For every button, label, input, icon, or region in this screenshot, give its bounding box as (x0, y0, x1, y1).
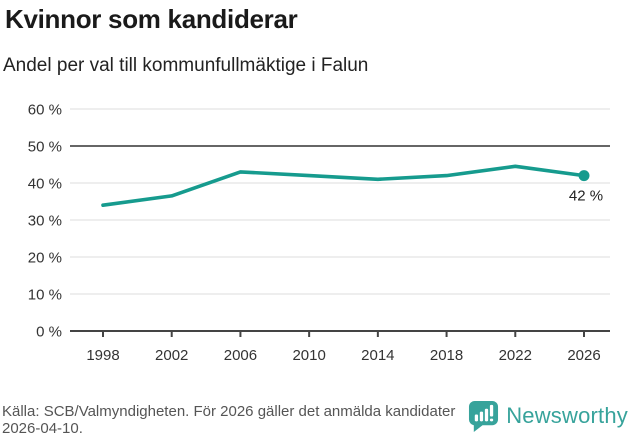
x-tick-label: 1998 (86, 347, 119, 364)
x-tick-label: 2018 (430, 347, 463, 364)
y-tick-label: 20 % (28, 250, 62, 267)
source-note: Källa: SCB/Valmyndigheten. För 2026 gäll… (2, 403, 456, 438)
trend-line (101, 164, 586, 207)
speech-bubble-shape (469, 400, 499, 432)
x-tick-label: 2026 (567, 347, 600, 364)
chart-title: Kvinnor som kandiderar (5, 4, 298, 34)
newsworthy-logo-text: Newsworthy (506, 403, 628, 428)
y-tick-label: 40 % (28, 176, 62, 193)
y-tick-label: 30 % (28, 213, 62, 230)
end-value-label: 42 % (569, 188, 603, 205)
x-tick-label: 2002 (155, 347, 188, 364)
x-tick-label: 2022 (499, 347, 532, 364)
y-tick-label: 50 % (28, 139, 62, 156)
y-tick-label: 10 % (28, 287, 62, 304)
newsworthy-logo: Newsworthy (468, 400, 628, 432)
x-tick-label: 2010 (292, 347, 325, 364)
x-tick-label: 2006 (224, 347, 257, 364)
newsworthy-logo-icon (469, 400, 499, 432)
y-tick-label: 0 % (36, 324, 62, 341)
chart-subtitle: Andel per val till kommunfullmäktige i F… (3, 55, 369, 76)
end-point-marker (578, 170, 590, 182)
line-chart: 0 % 10 % 20 % 30 % 40 % 50 % 60 % 1998 2002 2006 2… (28, 102, 610, 364)
y-tick-label: 60 % (28, 102, 62, 119)
x-tick-label: 2014 (361, 347, 394, 364)
